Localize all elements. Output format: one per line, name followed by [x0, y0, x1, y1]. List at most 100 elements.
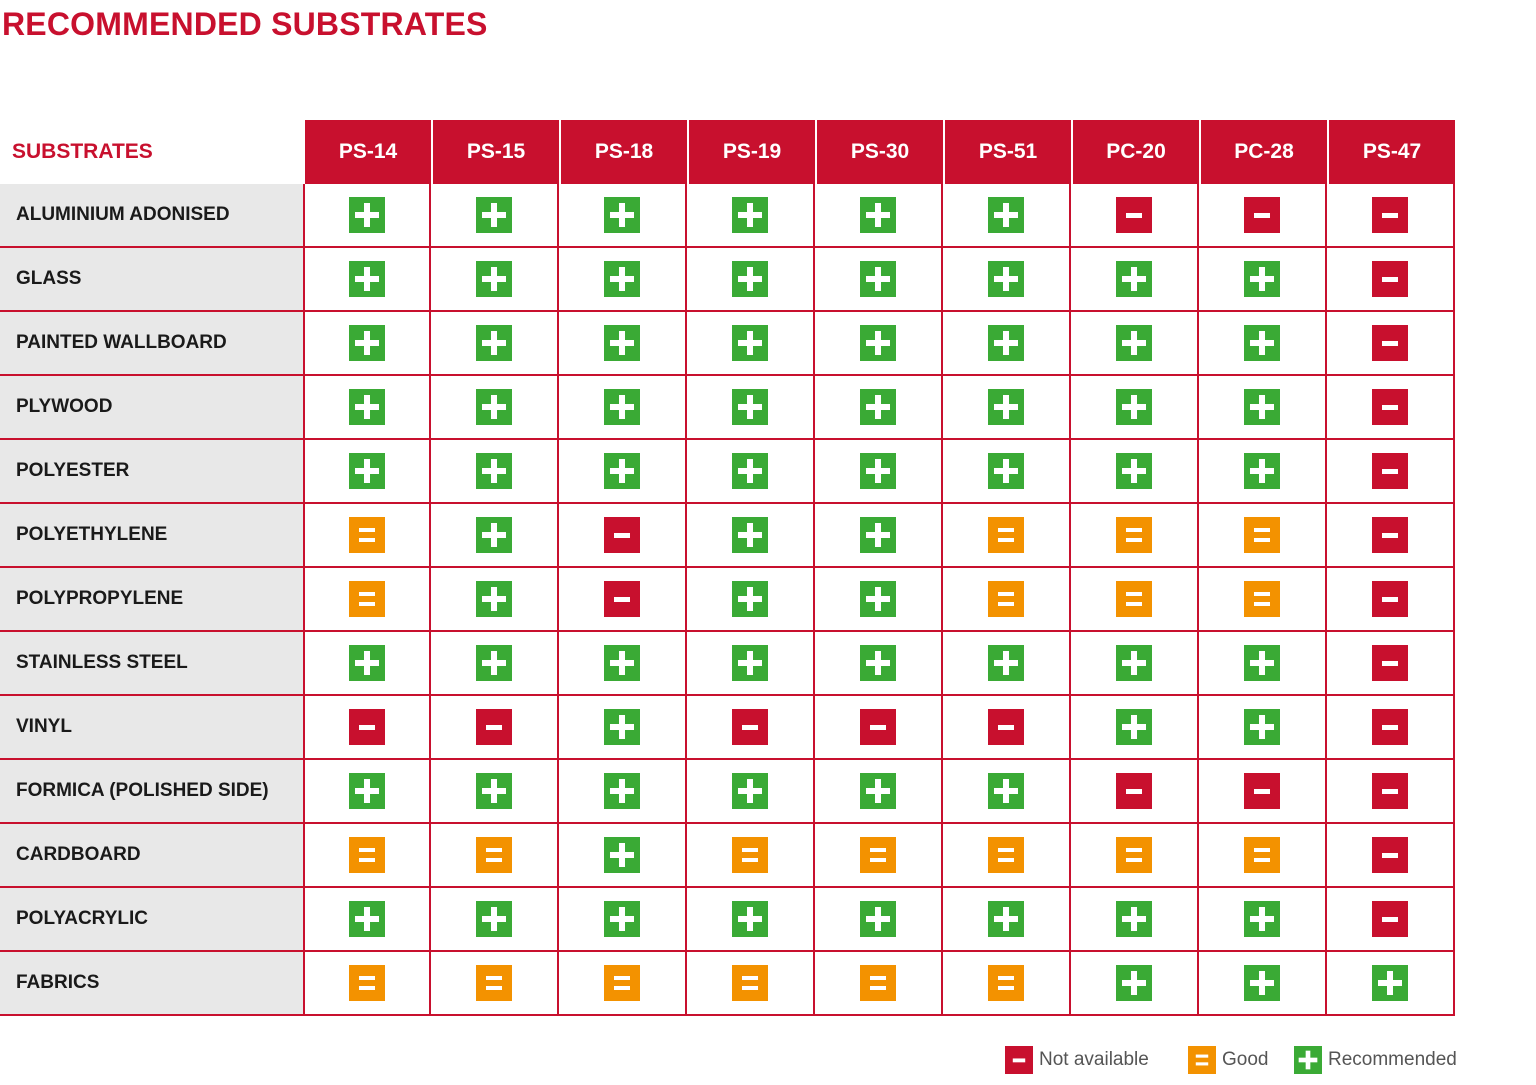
table-cell [559, 504, 687, 568]
table-cell [1327, 568, 1455, 632]
rating-icon [1244, 837, 1280, 873]
row-label: VINYL [0, 696, 303, 760]
table-cell [687, 248, 815, 312]
rating-icon [349, 453, 385, 489]
table-cell [1327, 248, 1455, 312]
rating-icon [1244, 517, 1280, 553]
table-cell [431, 312, 559, 376]
rating-icon [1244, 965, 1280, 1001]
table-cell [303, 248, 431, 312]
rating-icon [732, 261, 768, 297]
rating-icon [1244, 325, 1280, 361]
table-cell [559, 824, 687, 888]
table-cell [559, 184, 687, 248]
table-cell [1199, 440, 1327, 504]
rating-icon [732, 581, 768, 617]
row-label: POLYETHYLENE [0, 504, 303, 568]
rating-icon [349, 645, 385, 681]
table-cell [687, 376, 815, 440]
table-cell [1071, 952, 1199, 1016]
rating-icon [1372, 773, 1408, 809]
rating-icon [476, 389, 512, 425]
rating-icon [988, 837, 1024, 873]
table-cell [303, 824, 431, 888]
table-cell [1071, 696, 1199, 760]
table-cell [943, 952, 1071, 1016]
table-cell [431, 760, 559, 824]
table-cell [943, 312, 1071, 376]
rating-icon [476, 837, 512, 873]
table-cell [1327, 440, 1455, 504]
rating-icon [476, 645, 512, 681]
rating-icon [988, 517, 1024, 553]
rating-icon [732, 773, 768, 809]
rating-icon [476, 965, 512, 1001]
rating-icon [860, 325, 896, 361]
rating-icon [604, 389, 640, 425]
rating-icon [732, 965, 768, 1001]
rating-icon [1372, 901, 1408, 937]
table-cell [1071, 760, 1199, 824]
rating-icon [1372, 709, 1408, 745]
rating-icon [1244, 773, 1280, 809]
rating-icon [604, 261, 640, 297]
rating-icon [732, 901, 768, 937]
rating-icon [1116, 645, 1152, 681]
rating-icon [349, 197, 385, 233]
table-cell [1199, 632, 1327, 696]
table-cell [687, 888, 815, 952]
table-cell [943, 440, 1071, 504]
table-cell [431, 184, 559, 248]
table-cell [1199, 824, 1327, 888]
rating-icon [1116, 325, 1152, 361]
rating-icon [604, 709, 640, 745]
rating-icon [732, 517, 768, 553]
rating-icon [1244, 453, 1280, 489]
rating-icon [732, 837, 768, 873]
rating-icon [860, 453, 896, 489]
table-cell [431, 376, 559, 440]
rating-icon [860, 581, 896, 617]
rating-icon [604, 517, 640, 553]
table-cell [559, 632, 687, 696]
rating-icon [732, 645, 768, 681]
column-header: PS-19 [687, 120, 815, 184]
row-label: FORMICA (POLISHED SIDE) [0, 760, 303, 824]
table-cell [1199, 952, 1327, 1016]
rating-icon [860, 773, 896, 809]
rating-icon [604, 965, 640, 1001]
rating-icon [349, 901, 385, 937]
table-cell [1327, 632, 1455, 696]
rating-icon [604, 773, 640, 809]
rating-icon [732, 453, 768, 489]
table-cell [431, 504, 559, 568]
rating-icon [476, 453, 512, 489]
rating-icon [1116, 709, 1152, 745]
table-cell [1199, 760, 1327, 824]
rating-icon [1372, 965, 1408, 1001]
rating-icon [476, 517, 512, 553]
table-cell [431, 568, 559, 632]
rating-icon [988, 581, 1024, 617]
rating-icon [476, 197, 512, 233]
legend-icon [1188, 1046, 1216, 1074]
rating-icon [1244, 261, 1280, 297]
rating-icon [349, 709, 385, 745]
rating-icon [988, 965, 1024, 1001]
table-cell [431, 824, 559, 888]
rating-icon [1116, 773, 1152, 809]
rating-icon [860, 965, 896, 1001]
table-cell [1327, 696, 1455, 760]
row-label: STAINLESS STEEL [0, 632, 303, 696]
table-cell [1327, 312, 1455, 376]
table-cell [687, 760, 815, 824]
rating-icon [1116, 581, 1152, 617]
table-cell [943, 248, 1071, 312]
table-cell [303, 632, 431, 696]
table-cell [815, 504, 943, 568]
rating-icon [476, 261, 512, 297]
table-cell [687, 440, 815, 504]
table-cell [687, 568, 815, 632]
rating-icon [732, 325, 768, 361]
table-cell [1199, 504, 1327, 568]
